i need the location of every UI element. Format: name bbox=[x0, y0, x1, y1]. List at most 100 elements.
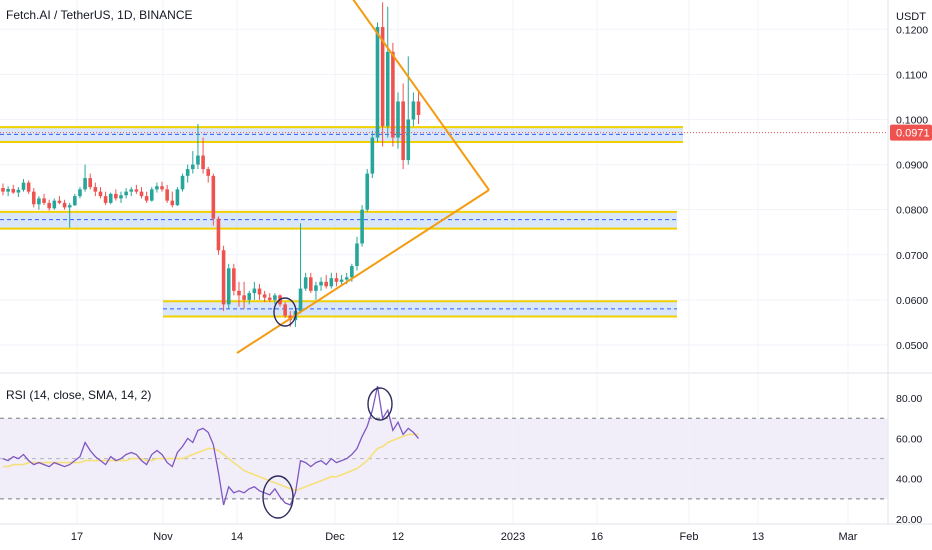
time-tick-label: 14 bbox=[231, 531, 243, 543]
candle-body bbox=[47, 202, 51, 209]
candle-body bbox=[134, 189, 139, 192]
candle-body bbox=[114, 193, 118, 199]
candle-body bbox=[149, 189, 154, 201]
current-price-badge bbox=[890, 124, 932, 141]
candle-body bbox=[73, 196, 77, 206]
price-unit-label: USDT bbox=[896, 11, 926, 23]
candle-body bbox=[119, 195, 123, 199]
candle-body bbox=[144, 196, 149, 201]
candle-body bbox=[411, 101, 416, 120]
candle-body bbox=[103, 196, 108, 203]
rsi-tick-label: 60.00 bbox=[896, 433, 922, 445]
candle-body bbox=[365, 173, 370, 210]
upper-trendline[interactable] bbox=[350, 0, 490, 191]
time-axis-ticks[interactable]: 17 Nov 14 Dec 12 2023 16 Feb 13 Mar bbox=[71, 531, 858, 543]
candle-body bbox=[62, 202, 67, 208]
candle-body bbox=[31, 191, 36, 205]
candle-body bbox=[344, 277, 349, 280]
candle-body bbox=[211, 175, 216, 219]
candle-body bbox=[262, 294, 267, 298]
rsi-tick-label: 80.00 bbox=[896, 393, 922, 405]
price-axis-ticks[interactable]: 0.1200 0.1100 0.1000 0.0900 0.0800 0.0700 0.06… bbox=[896, 24, 928, 352]
candle-body bbox=[247, 293, 252, 300]
time-tick-label: 16 bbox=[591, 531, 603, 543]
time-tick-label: Dec bbox=[325, 531, 345, 543]
candle-body bbox=[160, 186, 164, 190]
rsi-line bbox=[2, 385, 419, 506]
candle-body bbox=[324, 281, 328, 287]
candle-body bbox=[170, 200, 175, 206]
rsi-high-circle bbox=[367, 387, 393, 421]
candle-body bbox=[350, 266, 354, 278]
candle-body bbox=[165, 189, 169, 201]
candle-body bbox=[385, 51, 390, 127]
price-tick-label: 0.0800 bbox=[896, 205, 928, 217]
candle-body bbox=[298, 288, 303, 312]
low-highlight-circle bbox=[273, 297, 297, 327]
candle-body bbox=[180, 175, 185, 190]
time-tick-label: 17 bbox=[71, 531, 83, 543]
rsi-tick-label: 20.00 bbox=[896, 514, 922, 526]
candle-body bbox=[314, 285, 318, 291]
price-tick-label: 0.0700 bbox=[896, 250, 928, 262]
candle-body bbox=[83, 178, 87, 190]
trendline-group[interactable] bbox=[236, 0, 490, 354]
candle-body bbox=[185, 169, 190, 176]
chart-title: Fetch.AI / TetherUS, 1D, BINANCE bbox=[6, 8, 193, 22]
candle-body bbox=[242, 295, 246, 300]
candle-body bbox=[1, 188, 5, 192]
candle-body bbox=[401, 101, 405, 161]
candle-body bbox=[201, 155, 205, 170]
candle-body bbox=[396, 101, 400, 138]
candle-body bbox=[309, 277, 313, 291]
price-tick-label: 0.1100 bbox=[896, 69, 927, 81]
candle-body bbox=[216, 218, 221, 251]
price-tick-label: 0.1000 bbox=[896, 114, 928, 126]
candle-body bbox=[57, 200, 62, 203]
candle-body bbox=[416, 101, 421, 115]
time-tick-label: Nov bbox=[153, 531, 173, 543]
candle-body bbox=[124, 191, 128, 196]
candle-body bbox=[329, 278, 334, 287]
rsi-axis-ticks[interactable]: 80.00 60.00 40.00 20.00 bbox=[896, 393, 922, 526]
candle-body bbox=[37, 198, 41, 205]
candle-body bbox=[196, 155, 200, 165]
candle-body bbox=[52, 200, 57, 209]
price-tick-label: 0.0900 bbox=[896, 160, 928, 172]
candlestick-series bbox=[1, 2, 421, 327]
candle-body bbox=[108, 193, 113, 203]
candle-body bbox=[175, 189, 180, 206]
candle-body bbox=[339, 279, 344, 282]
candle-body bbox=[334, 278, 339, 282]
support-resistance-zones bbox=[0, 126, 683, 318]
lower-trendline[interactable] bbox=[236, 189, 490, 354]
rsi-low-circle bbox=[262, 475, 294, 519]
candle-body bbox=[42, 198, 46, 203]
candle-body bbox=[391, 51, 395, 138]
candle-body bbox=[88, 178, 93, 188]
rsi-title: RSI (14, close, SMA, 14, 2) bbox=[6, 388, 151, 402]
zone-fill bbox=[0, 211, 677, 229]
candle-body bbox=[232, 268, 236, 291]
candle-body bbox=[155, 186, 159, 190]
time-tick-label: 12 bbox=[392, 531, 404, 543]
candle-body bbox=[26, 182, 31, 192]
price-tick-label: 0.0600 bbox=[896, 295, 928, 307]
candle-body bbox=[375, 27, 380, 138]
rsi-tick-label: 40.00 bbox=[896, 474, 922, 486]
price-tick-label: 0.1200 bbox=[896, 24, 928, 36]
current-price-label: 0.0971 bbox=[896, 128, 930, 140]
candle-body bbox=[11, 188, 16, 193]
candle-body bbox=[319, 281, 323, 286]
candle-body bbox=[303, 277, 308, 289]
rsi-pane bbox=[0, 374, 888, 523]
time-tick-label: Feb bbox=[680, 531, 699, 543]
time-tick-label: 2023 bbox=[501, 531, 525, 543]
candle-body bbox=[360, 209, 364, 244]
candle-body bbox=[98, 191, 103, 197]
candle-body bbox=[226, 268, 231, 305]
candle-body bbox=[191, 164, 195, 170]
candle-body bbox=[221, 250, 226, 305]
candle-body bbox=[252, 288, 257, 294]
